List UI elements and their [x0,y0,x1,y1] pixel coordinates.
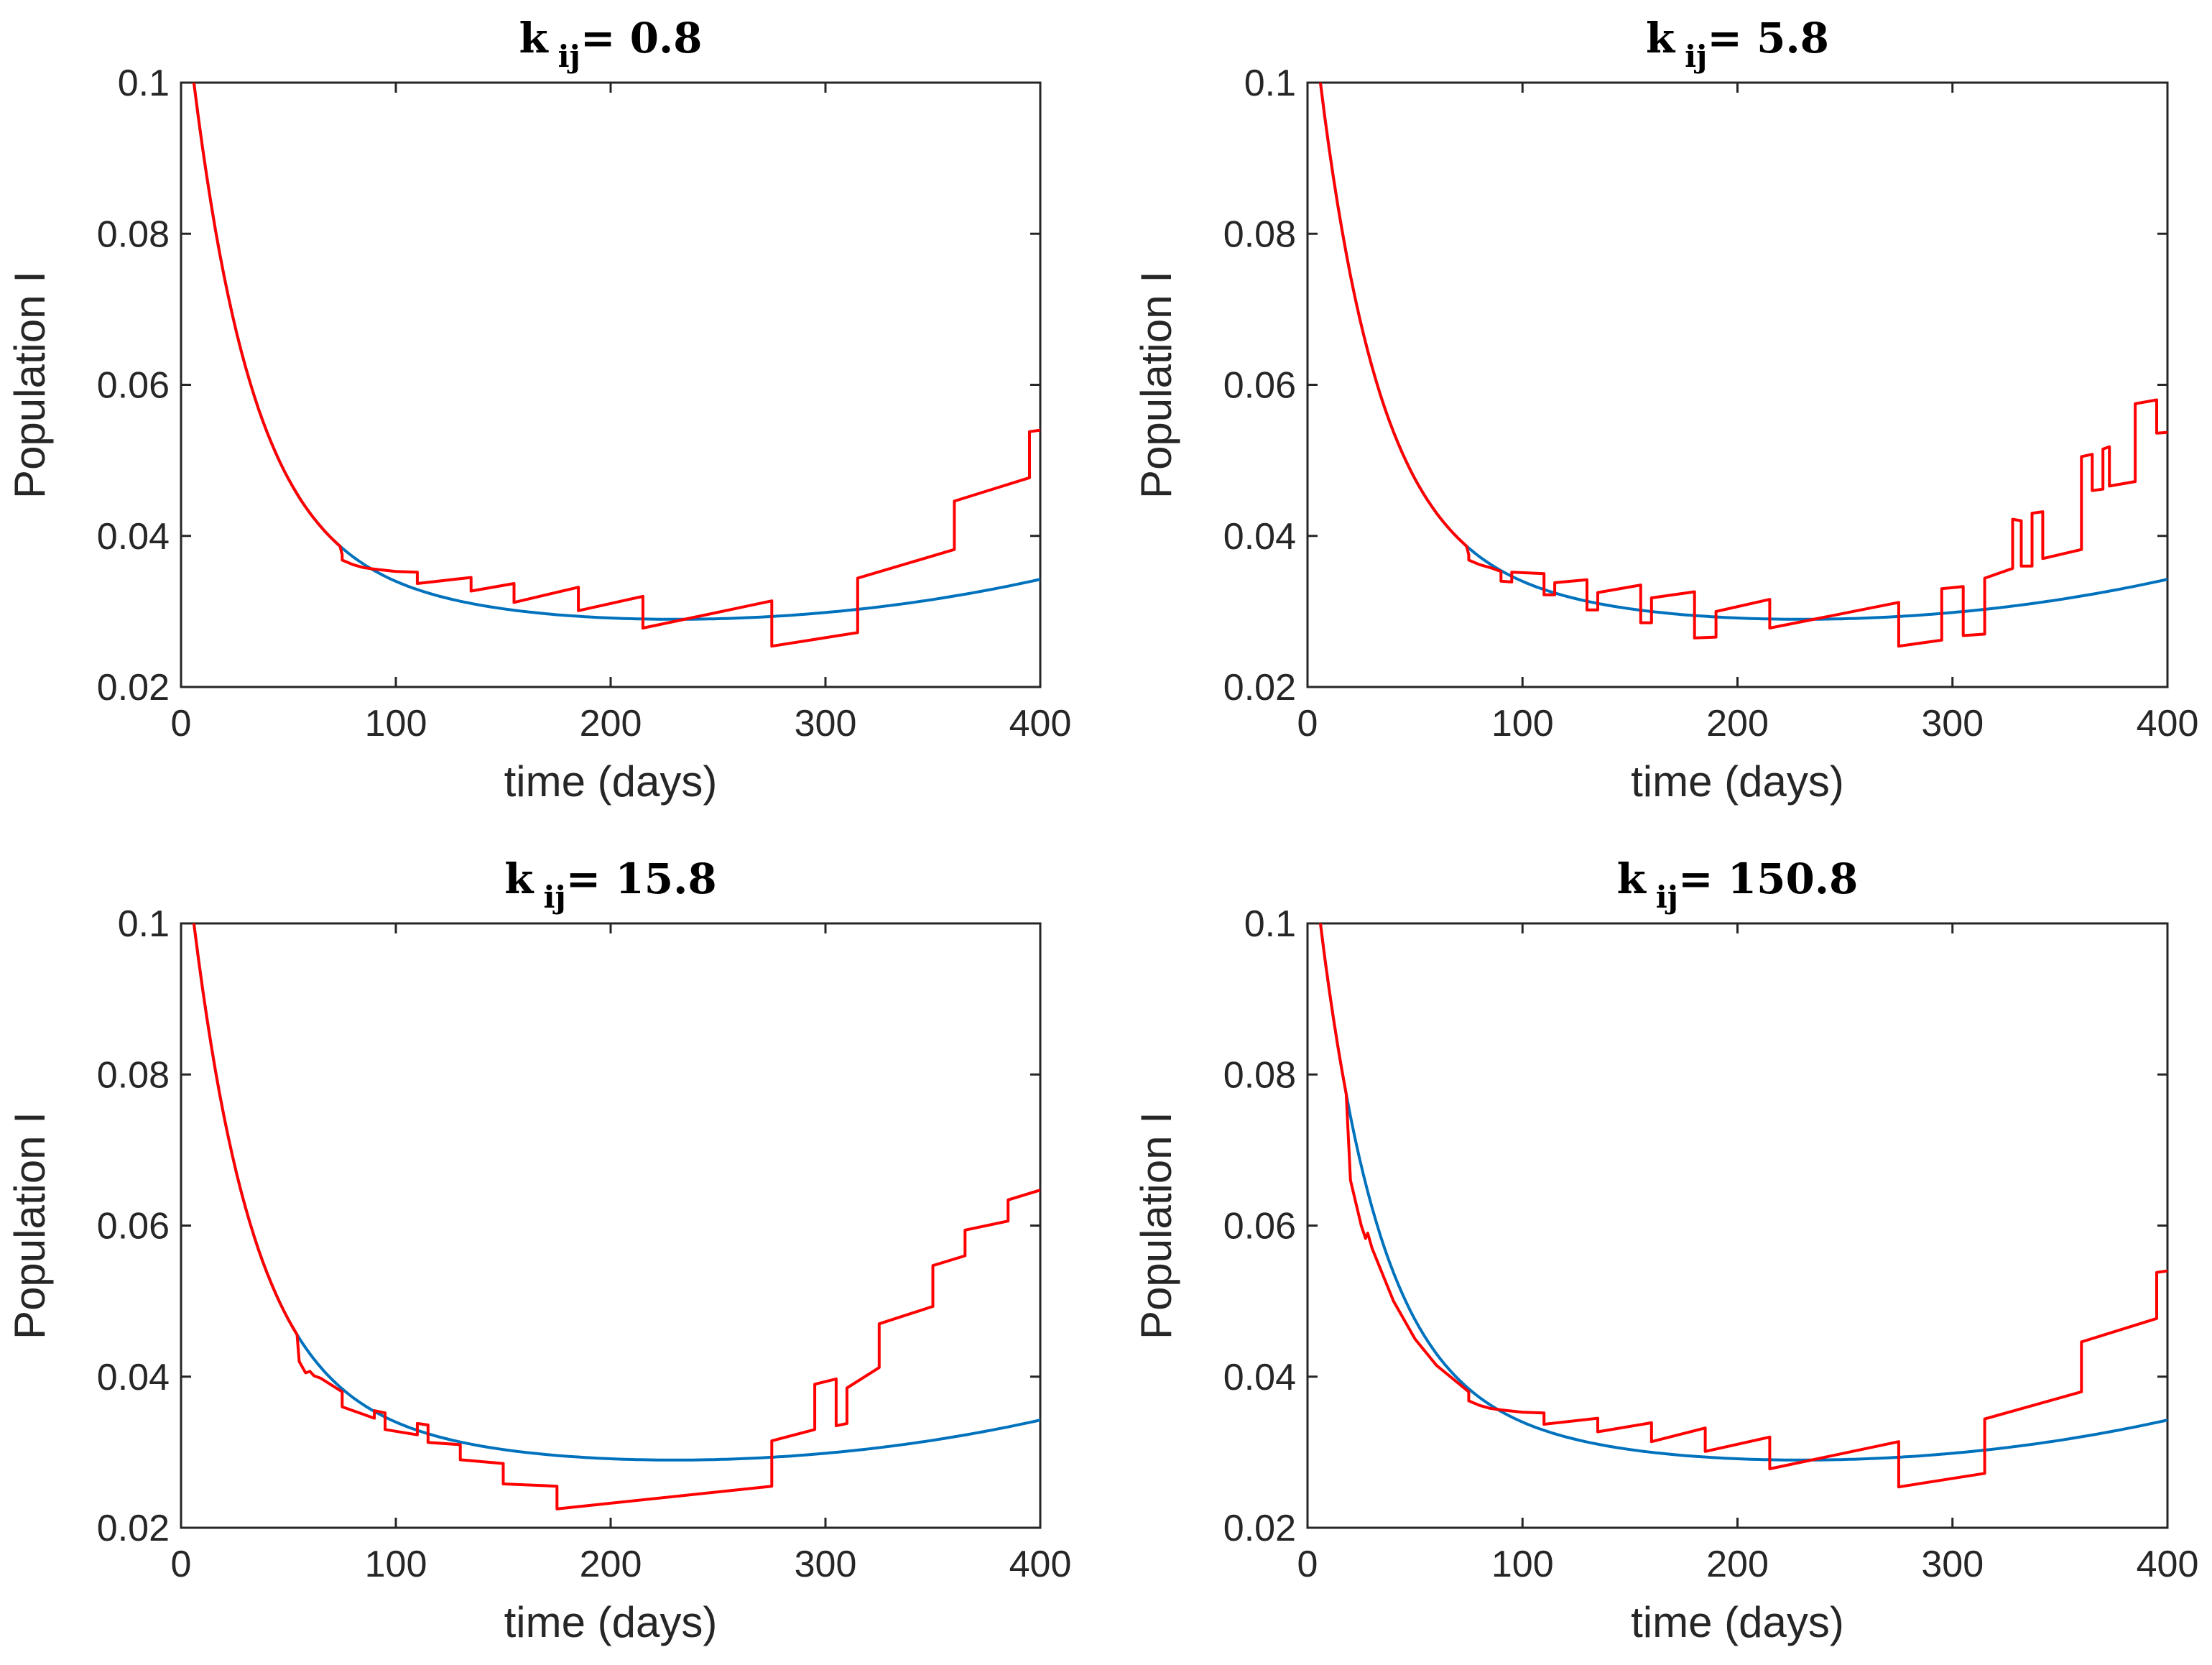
series-switched [1318,83,2167,648]
chart-title: k ij= 5.8 [1646,14,1829,74]
x-tick-label: 400 [1009,1544,1072,1585]
x-tick-label: 100 [1491,703,1554,744]
y-tick-label: 0.04 [97,516,170,558]
x-tick-label: 200 [1706,703,1769,744]
y-tick-label: 0.02 [97,667,170,709]
title-value: = 15.8 [566,854,717,903]
y-axis-label: Population I [1132,1112,1180,1339]
subplot-3: 0 100 200 300 400 0.02 0.04 0.06 0.08 0.1 time (da… [6,854,1072,1646]
plot-area [1318,83,2167,648]
title-subscript: ij [1656,880,1678,915]
axes-box [180,922,1042,1529]
x-tick-label: 0 [171,1544,192,1585]
y-tick-label: 0.04 [97,1357,170,1398]
y-tick-label: 0.02 [97,1508,170,1549]
title-subscript: ij [543,880,565,915]
subplot-4: 0 100 200 300 400 0.02 0.04 0.06 0.08 0.1 time (da… [1132,854,2199,1646]
series-switched [1318,923,2167,1489]
y-tick-label: 0.1 [1244,903,1296,945]
y-tick-label: 0.02 [1223,1508,1296,1549]
x-tick-label: 100 [1491,1544,1554,1585]
plot-area [192,923,1040,1511]
x-tick-label: 300 [795,703,857,744]
y-tick-label: 0.1 [118,903,170,945]
x-tick-label: 300 [1921,1544,1984,1585]
axes-box [1306,81,2169,688]
series-switched [192,83,1040,648]
y-axis-label: Population I [6,1112,54,1339]
title-symbol: k [519,14,549,63]
title-symbol: k [1646,14,1676,63]
x-tick-label: 300 [795,1544,857,1585]
plot-area [1318,923,2167,1489]
x-tick-label: 100 [365,703,427,744]
plot-area [192,83,1040,648]
title-subscript: ij [1685,39,1707,74]
series-smooth [192,923,1040,1462]
y-tick-label: 0.1 [118,63,170,104]
title-value: = 5.8 [1707,14,1829,63]
chart-title: k ij= 150.8 [1617,854,1859,915]
y-tick-label: 0.06 [1223,365,1296,407]
x-tick-label: 100 [365,1544,427,1585]
y-tick-label: 0.08 [1223,1054,1296,1096]
axes-box [180,81,1042,688]
title-symbol: k [1617,854,1647,903]
x-tick-label: 300 [1921,703,1984,744]
y-tick-label: 0.04 [1223,1357,1296,1398]
y-tick-label: 0.04 [1223,516,1296,558]
y-axis-label: Population I [6,271,54,499]
x-tick-label: 200 [580,1544,642,1585]
x-tick-label: 400 [1009,703,1072,744]
y-tick-label: 0.06 [97,365,170,407]
title-symbol: k [504,854,535,903]
y-tick-label: 0.06 [1223,1206,1296,1247]
x-tick-label: 200 [580,703,642,744]
y-axis-label: Population I [1132,271,1180,499]
x-axis-label: time (days) [1631,757,1844,806]
x-axis-label: time (days) [1631,1598,1844,1646]
series-switched [192,923,1040,1511]
y-tick-label: 0.08 [1223,213,1296,255]
y-tick-label: 0.02 [1223,667,1296,709]
title-value: = 150.8 [1678,854,1858,903]
series-smooth [1318,923,2167,1462]
title-subscript: ij [558,39,580,74]
axes-box [1306,922,2169,1529]
y-tick-label: 0.06 [97,1206,170,1247]
x-tick-label: 0 [1297,1544,1318,1585]
x-tick-label: 200 [1706,1544,1769,1585]
x-tick-label: 400 [2137,1544,2199,1585]
x-tick-label: 0 [1297,703,1318,744]
subplot-1: 0 100 200 300 400 0.02 0.04 0.06 0.08 0.1 time (da… [6,14,1072,806]
x-tick-label: 0 [171,703,192,744]
y-tick-label: 0.08 [97,1054,170,1096]
subplot-2: 0 100 200 300 400 0.02 0.04 0.06 0.08 0.1 time (da… [1132,14,2199,806]
title-value: = 0.8 [580,14,703,63]
x-axis-label: time (days) [504,757,718,806]
chart-title: k ij= 15.8 [504,854,716,915]
x-tick-label: 400 [2137,703,2199,744]
y-tick-label: 0.08 [97,213,170,255]
y-tick-label: 0.1 [1244,63,1296,104]
chart-title: k ij= 0.8 [519,14,702,74]
x-axis-label: time (days) [504,1598,718,1646]
